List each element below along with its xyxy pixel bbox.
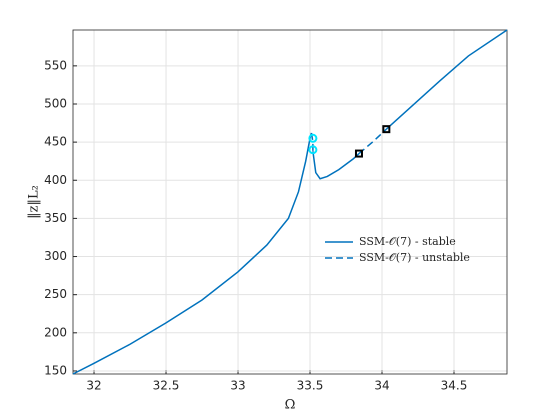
x-tick-label: 33 bbox=[230, 379, 245, 393]
y-tick-label: 300 bbox=[44, 249, 67, 263]
y-tick-label: 400 bbox=[44, 173, 67, 187]
marker bbox=[382, 125, 391, 134]
marker bbox=[308, 145, 318, 155]
x-tick-label: 32.5 bbox=[153, 379, 180, 393]
x-tick-label: 34.5 bbox=[441, 379, 468, 393]
marker bbox=[308, 133, 318, 143]
y-tick-label: 350 bbox=[44, 211, 67, 225]
x-tick-label: 32 bbox=[86, 379, 101, 393]
y-tick-label: 450 bbox=[44, 135, 67, 149]
y-tick-label: 550 bbox=[44, 58, 67, 72]
y-tick-label: 150 bbox=[44, 363, 67, 377]
series-line bbox=[310, 128, 387, 155]
y-axis-label: ‖z‖L₂ bbox=[27, 185, 42, 219]
legend-label: SSM-𝒪(7) - unstable bbox=[359, 251, 470, 264]
y-tick-label: 250 bbox=[44, 287, 67, 301]
series-line bbox=[72, 29, 508, 375]
x-axis-label: Ω bbox=[285, 398, 296, 413]
y-tick-label: 200 bbox=[44, 325, 67, 339]
marker bbox=[354, 149, 363, 158]
x-tick-label: 34 bbox=[374, 379, 389, 393]
x-tick-label: 33.5 bbox=[297, 379, 324, 393]
axes-box bbox=[72, 29, 508, 375]
y-tick-label: 500 bbox=[44, 96, 67, 110]
legend-label: SSM-𝒪(7) - stable bbox=[359, 235, 456, 248]
